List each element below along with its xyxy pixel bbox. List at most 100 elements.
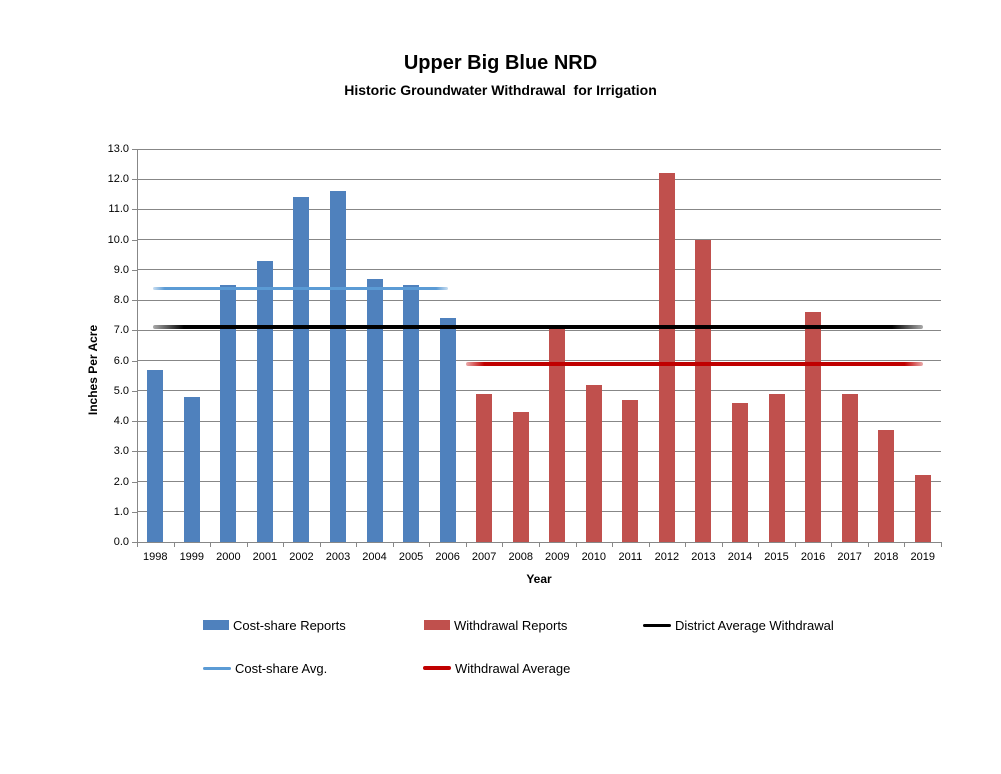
x-tick-label: 2017 xyxy=(837,551,862,563)
x-axis-tick xyxy=(137,543,138,547)
bar xyxy=(914,475,931,542)
legend-item: Withdrawal Average xyxy=(423,660,570,676)
bar xyxy=(512,412,529,542)
x-tick-label: 2016 xyxy=(800,551,826,563)
y-tick-label: 13.0 xyxy=(107,143,129,155)
gridline xyxy=(137,299,941,301)
x-axis-tick xyxy=(794,543,796,547)
bar xyxy=(147,369,164,542)
x-tick-label: 2007 xyxy=(471,551,497,563)
x-axis-tick xyxy=(283,543,285,547)
bar xyxy=(256,260,273,542)
y-tick-label: 8.0 xyxy=(113,294,129,307)
y-axis-tick xyxy=(132,300,137,302)
x-tick-label: 2013 xyxy=(691,551,716,563)
y-axis-tick xyxy=(132,149,137,150)
legend-label: Withdrawal Average xyxy=(455,660,571,676)
x-axis-tick xyxy=(356,543,358,547)
bar xyxy=(183,396,200,542)
x-axis-tick xyxy=(246,543,248,547)
x-axis-title: Year xyxy=(526,572,552,586)
bar xyxy=(841,393,858,542)
bar xyxy=(330,191,346,542)
x-axis-tick xyxy=(319,543,321,547)
bar xyxy=(366,278,383,542)
x-tick-label: 2003 xyxy=(325,551,351,563)
y-axis-tick xyxy=(132,390,137,392)
x-axis-tick xyxy=(502,543,504,547)
x-tick-label: 2008 xyxy=(508,551,533,563)
legend-marker xyxy=(203,620,229,630)
y-axis-tick xyxy=(132,360,137,362)
bar xyxy=(695,239,712,542)
legend-marker xyxy=(423,666,451,670)
legend-item: Cost-share Avg. xyxy=(203,660,327,676)
gridline xyxy=(137,148,941,150)
x-axis-tick xyxy=(721,543,723,547)
bar xyxy=(439,318,456,542)
chart-subtitle: Historic Groundwater Withdrawal for Irri… xyxy=(344,82,657,98)
y-axis-tick xyxy=(132,209,137,211)
y-axis-tick xyxy=(132,542,137,543)
y-tick-label: 6.0 xyxy=(113,354,129,367)
x-axis-tick xyxy=(648,543,650,547)
x-tick-label: 2011 xyxy=(618,551,643,563)
bar xyxy=(805,312,822,542)
y-tick-label: 0.0 xyxy=(113,536,129,548)
x-axis-tick xyxy=(429,543,431,547)
x-tick-label: 2001 xyxy=(252,551,278,563)
legend-item: Withdrawal Reports xyxy=(424,617,567,633)
x-tick-label: 2000 xyxy=(216,551,241,563)
y-tick-label: 11.0 xyxy=(108,203,129,216)
y-axis-tick xyxy=(132,451,137,453)
x-tick-label: 2009 xyxy=(545,551,570,563)
y-axis-title-text: Inches Per Acre xyxy=(86,324,100,416)
y-axis-tick xyxy=(132,179,137,181)
legend-item: Cost-share Reports xyxy=(203,617,346,633)
x-axis-line xyxy=(137,542,942,543)
x-tick-label: 2014 xyxy=(727,551,753,563)
x-tick-label: 2018 xyxy=(873,551,899,563)
y-tick-label: 7.0 xyxy=(113,324,129,337)
x-axis-tick xyxy=(758,543,760,547)
gridline xyxy=(137,360,941,362)
x-axis-tick xyxy=(867,543,869,547)
x-tick-label: 2015 xyxy=(764,551,789,563)
x-tick-label: 1999 xyxy=(179,551,205,563)
x-axis-tick xyxy=(612,543,614,547)
gridline xyxy=(137,269,941,271)
x-axis-tick xyxy=(210,543,212,547)
bar xyxy=(622,399,639,542)
bar xyxy=(293,197,310,542)
legend-label: Cost-share Reports xyxy=(233,617,346,633)
x-axis-tick xyxy=(831,543,833,547)
legend-label: Withdrawal Reports xyxy=(454,617,568,633)
legend-marker xyxy=(643,623,671,627)
bar xyxy=(878,430,895,542)
x-tick-label: 2004 xyxy=(362,551,387,563)
gridline xyxy=(137,239,941,241)
legend-marker xyxy=(424,620,450,630)
bar xyxy=(768,393,785,542)
legend-label: District Average Withdrawal xyxy=(675,617,834,633)
y-tick-label: 1.0 xyxy=(113,505,129,518)
bar xyxy=(585,384,602,542)
gridline xyxy=(137,329,941,331)
x-tick-label: 2019 xyxy=(910,551,935,563)
gridline xyxy=(137,511,941,513)
bar xyxy=(403,285,420,542)
gridline xyxy=(137,450,941,452)
x-tick-label: 2005 xyxy=(398,551,424,563)
y-tick-label: 5.0 xyxy=(113,384,129,397)
y-axis-tick xyxy=(132,421,137,423)
y-tick-label: 2.0 xyxy=(113,475,129,488)
x-tick-label: 2010 xyxy=(581,551,607,563)
gridline xyxy=(137,178,941,180)
bar xyxy=(549,327,566,542)
avg-line xyxy=(465,361,923,366)
y-axis-tick xyxy=(132,330,137,332)
y-axis-line xyxy=(137,149,138,542)
x-tick-label: 1998 xyxy=(143,551,168,563)
y-axis-tick xyxy=(132,481,137,483)
